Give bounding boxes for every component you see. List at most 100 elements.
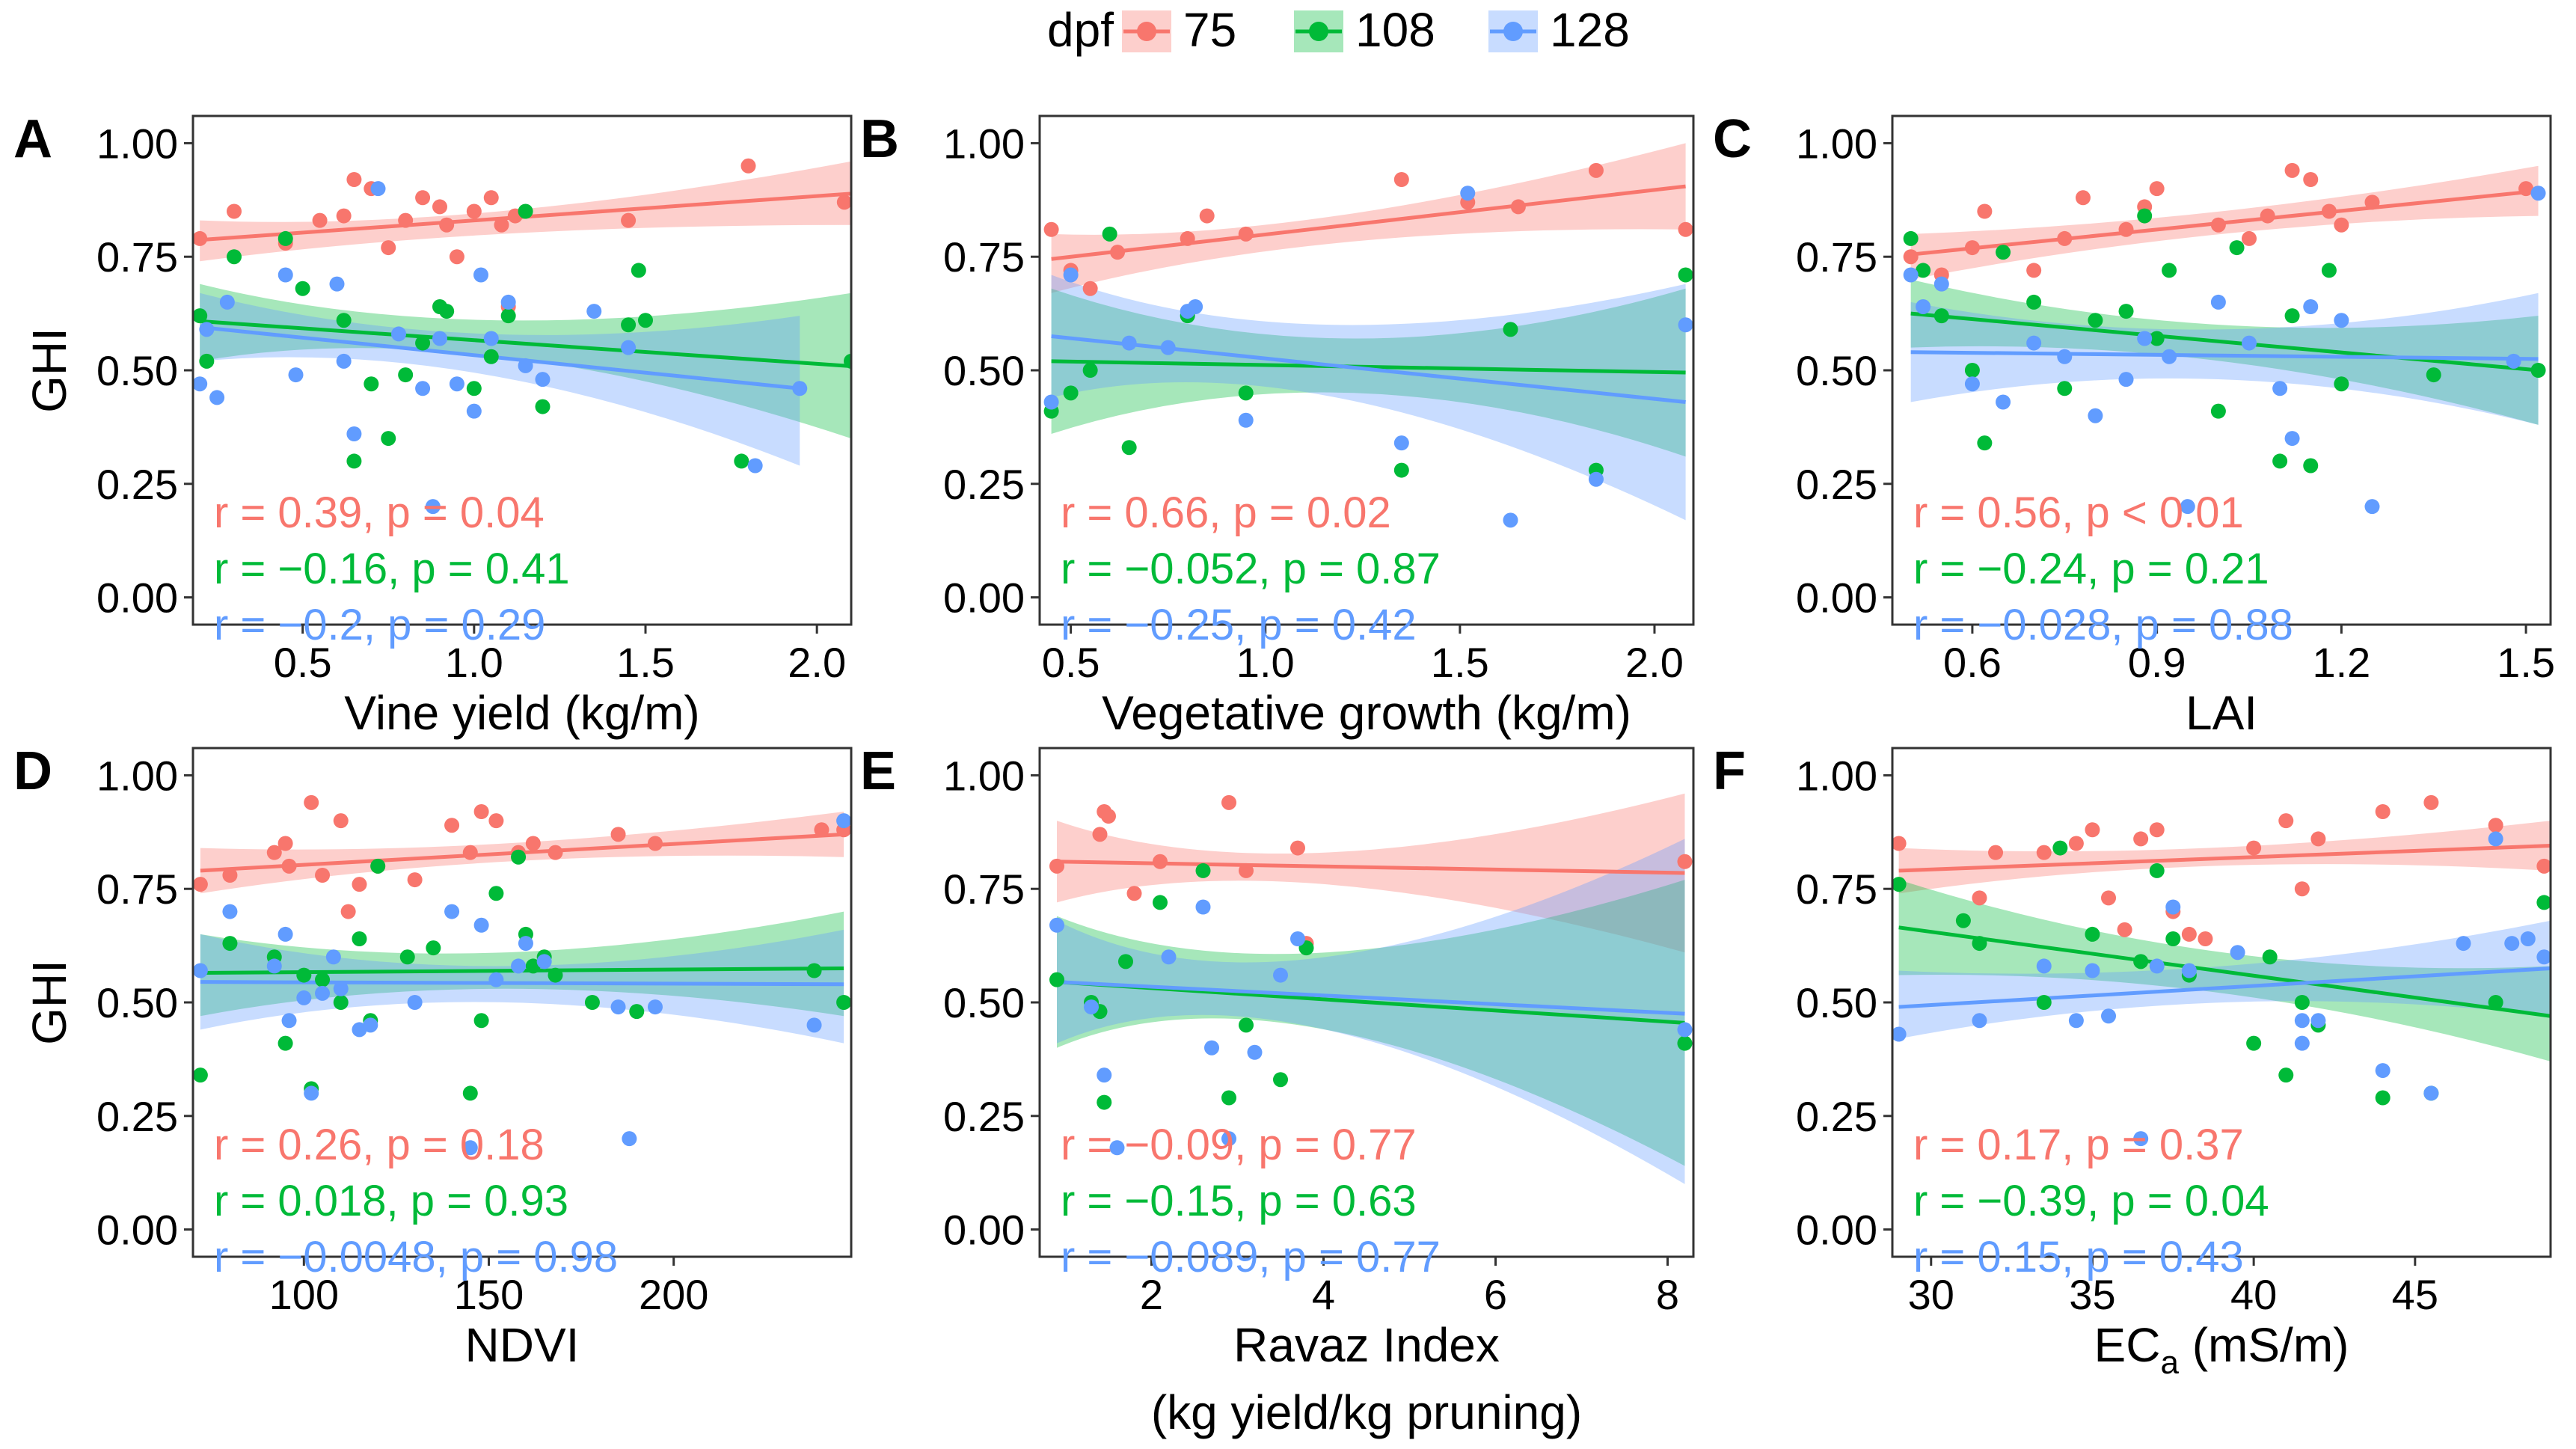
data-point-108	[1916, 263, 1931, 278]
data-point-108	[734, 453, 749, 469]
data-point-128	[792, 381, 808, 396]
fit-line-75	[1051, 184, 1686, 261]
confidence-band-128	[1057, 839, 1685, 1184]
data-point-75	[415, 190, 431, 206]
data-point-108	[2052, 840, 2068, 856]
data-point-128	[1273, 967, 1288, 983]
data-point-128	[1161, 949, 1177, 965]
data-point-75	[1110, 245, 1126, 260]
y-tick-label: 0.50	[1796, 979, 1877, 1026]
data-point-128	[1588, 471, 1604, 487]
data-point-108	[500, 308, 516, 324]
data-point-108	[631, 263, 646, 278]
data-point-75	[1043, 221, 1059, 237]
data-point-108	[2334, 376, 2349, 392]
panel-E: 0.00 0.25 0.50 0.75 1.00 2 4 6 8 Ravaz Index (kg y…	[860, 741, 1695, 1439]
x-tick-label: 2	[1140, 1271, 1163, 1318]
data-point-128	[1188, 299, 1203, 314]
panel-letter: A	[13, 109, 52, 169]
data-point-75	[381, 240, 396, 256]
y-tick-label: 0.75	[1796, 233, 1877, 281]
data-point-108	[295, 281, 310, 296]
data-point-108	[1955, 913, 1971, 928]
stat-text-108: r = −0.16, p = 0.41	[214, 545, 570, 593]
data-point-75	[814, 822, 829, 838]
data-point-108	[548, 967, 563, 983]
y-tick-label: 0.25	[943, 1093, 1025, 1140]
data-point-108	[1972, 936, 1987, 952]
data-point-75	[1092, 827, 1108, 842]
data-point-108	[399, 949, 415, 965]
confidence-band-108	[1051, 288, 1686, 457]
data-point-108	[511, 849, 527, 865]
data-point-75	[621, 212, 637, 228]
data-point-108	[315, 972, 331, 987]
y-tick-label: 0.75	[1796, 866, 1877, 913]
panel-A: 0.00 0.25 0.50 0.75 1.00 0.5 1.0 1.5 2.0 Vine yie…	[13, 109, 853, 740]
data-point-128	[2536, 949, 2551, 965]
data-point-128	[449, 376, 464, 392]
data-point-75	[473, 804, 489, 819]
data-point-75	[2068, 836, 2084, 851]
data-point-108	[2284, 308, 2300, 324]
fit-line-128	[199, 325, 800, 390]
data-point-108	[2026, 294, 2042, 310]
data-point-75	[193, 877, 208, 892]
fit-line-108	[1910, 311, 2539, 373]
data-point-108	[415, 335, 431, 351]
data-point-128	[2488, 831, 2503, 847]
data-point-75	[2057, 230, 2073, 246]
x-axis-label-sub: a	[2160, 1344, 2179, 1381]
data-point-108	[346, 453, 362, 469]
panel-letter: B	[860, 109, 899, 169]
x-tick-label: 4	[1312, 1271, 1335, 1318]
y-tick-label: 0.25	[943, 461, 1025, 508]
data-point-75	[2278, 813, 2294, 829]
data-point-75	[2075, 190, 2091, 206]
stat-text-108: r = −0.052, p = 0.87	[1061, 545, 1441, 593]
data-point-108	[1903, 230, 1919, 246]
x-tick-label: 1.5	[2497, 639, 2555, 686]
y-tick-label: 1.00	[943, 752, 1025, 799]
data-point-128	[304, 1085, 319, 1101]
data-point-108	[629, 1004, 645, 1020]
x-tick-label: 2.0	[1625, 639, 1684, 686]
data-point-128	[325, 949, 341, 965]
data-point-108	[2303, 458, 2319, 474]
data-point-108	[1239, 1017, 1254, 1033]
data-point-128	[415, 381, 431, 396]
data-point-128	[2180, 499, 2195, 515]
data-point-128	[209, 390, 225, 405]
data-point-75	[1677, 854, 1693, 869]
fit-line-108	[199, 319, 851, 369]
data-point-108	[333, 995, 349, 1010]
data-point-108	[488, 886, 504, 901]
data-point-108	[462, 1085, 478, 1101]
data-point-108	[473, 1013, 489, 1029]
data-point-108	[2057, 381, 2073, 396]
data-point-128	[535, 372, 551, 387]
data-point-75	[1049, 858, 1064, 874]
data-point-128	[2294, 1035, 2310, 1051]
data-point-128	[193, 376, 208, 392]
x-axis-label: Vine yield (kg/m)	[344, 686, 699, 740]
x-tick-label: 1.0	[1236, 639, 1295, 686]
confidence-band-128	[200, 929, 844, 1044]
legend-item-75: 75	[1122, 3, 1236, 57]
panels: 0.00 0.25 0.50 0.75 1.00 0.5 1.0 1.5 2.0 Vine yie…	[13, 109, 2555, 1439]
data-point-128	[1996, 394, 2011, 410]
data-point-128	[370, 181, 386, 197]
data-point-128	[2334, 313, 2349, 328]
y-tick-label: 0.50	[96, 979, 178, 1026]
data-point-128	[296, 990, 312, 1005]
stat-text-128: r = −0.25, p = 0.42	[1061, 601, 1417, 649]
data-point-75	[352, 877, 367, 892]
stat-text-75: r = 0.17, p = 0.37	[1913, 1121, 2244, 1169]
data-point-108	[1102, 226, 1117, 242]
data-point-75	[449, 249, 464, 265]
y-tick-label: 1.00	[96, 120, 178, 167]
data-point-108	[2246, 1035, 2262, 1051]
x-tick-label: 150	[454, 1271, 524, 1318]
fit-line-128	[1051, 334, 1686, 404]
